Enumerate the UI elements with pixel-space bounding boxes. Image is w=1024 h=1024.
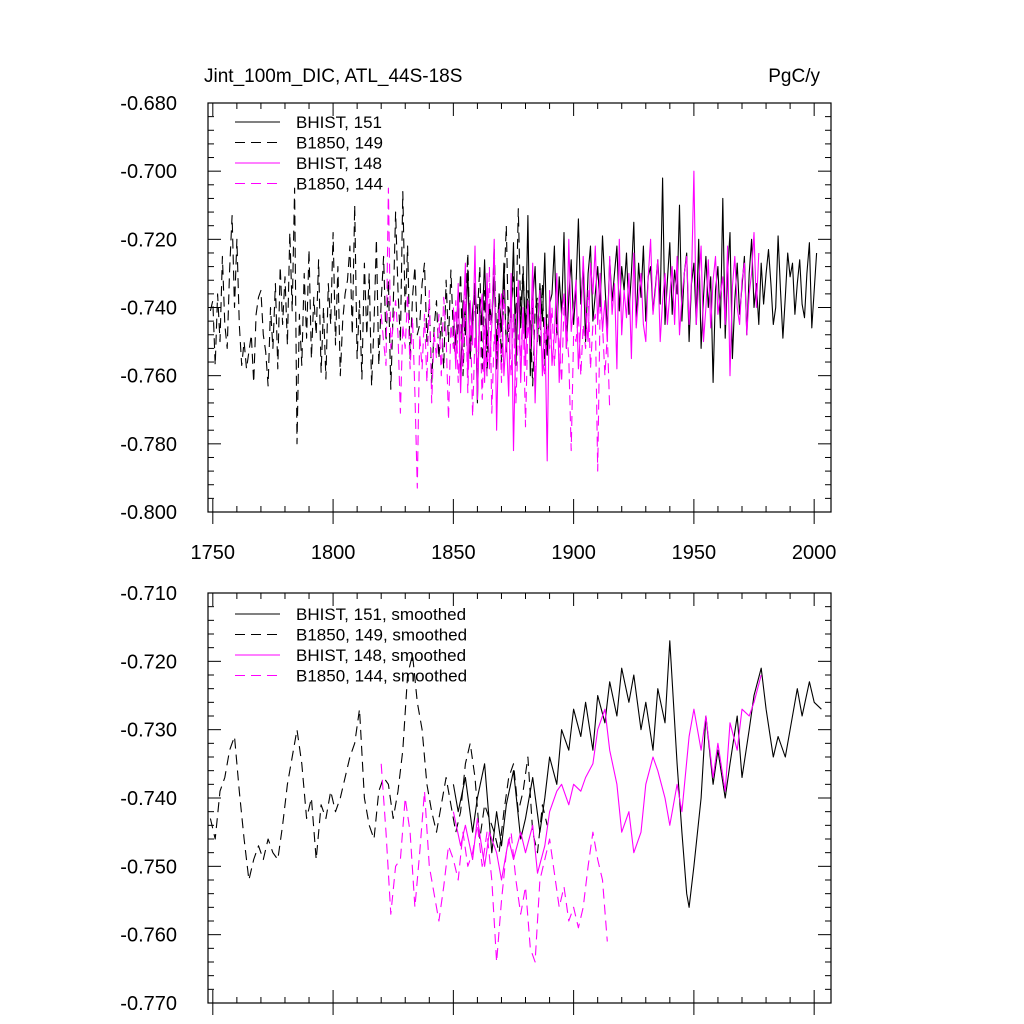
units-label: PgC/y: [768, 66, 820, 87]
y-tick-label: -0.720: [120, 229, 177, 251]
y-tick-label: -0.770: [120, 993, 177, 1015]
x-tick-label: 1950: [672, 542, 717, 564]
legend-label-0: BHIST, 151: [296, 113, 382, 132]
bottom-panel-legend: BHIST, 151, smoothed B1850, 149, smoothed…: [235, 605, 467, 686]
series-line-1: [209, 653, 548, 881]
x-tick-label: 1800: [311, 542, 356, 564]
bottom-panel-frame: [207, 592, 832, 1004]
series-line-3: [380, 763, 608, 963]
legend-label-2: BHIST, 148, smoothed: [296, 646, 466, 665]
y-tick-label: -0.760: [120, 366, 177, 388]
x-tick-label: 1850: [431, 542, 476, 564]
top-panel-ticks: -0.800 -0.780 -0.760 -0.740 -0.720 -0.700 -0.6…: [120, 93, 836, 564]
bottom-panel-ticks: -0.770 -0.760 -0.750 -0.740 -0.730 -0.720 -0.7…: [120, 583, 831, 1015]
y-tick-label: -0.720: [120, 651, 177, 673]
series-line-0: [452, 640, 822, 908]
y-tick-label: -0.740: [120, 298, 177, 320]
legend-label-1: B1850, 149: [296, 134, 383, 153]
top-panel-series: [209, 170, 818, 489]
legend-label-3: B1850, 144, smoothed: [296, 667, 467, 686]
y-tick-label: -0.680: [120, 93, 177, 115]
legend-label-1: B1850, 149, smoothed: [296, 626, 467, 645]
series-line-1: [209, 187, 548, 445]
x-tick-label: 1900: [551, 542, 596, 564]
y-tick-label: -0.710: [120, 583, 177, 605]
x-tick-label: 1750: [191, 542, 236, 564]
legend-label-3: B1850, 144: [296, 175, 383, 194]
y-tick-label: -0.740: [120, 788, 177, 810]
bottom-panel-series: [209, 640, 822, 963]
y-tick-label: -0.730: [120, 720, 177, 742]
series-line-2: [452, 170, 760, 462]
y-tick-label: -0.750: [120, 856, 177, 878]
y-tick-label: -0.780: [120, 434, 177, 456]
y-tick-label: -0.700: [120, 161, 177, 183]
x-tick-label: 2000: [792, 542, 837, 564]
y-tick-label: -0.800: [120, 502, 177, 524]
legend-label-0: BHIST, 151, smoothed: [296, 605, 466, 624]
legend-label-2: BHIST, 148: [296, 154, 382, 173]
top-panel-frame: [207, 102, 832, 513]
y-tick-label: -0.760: [120, 925, 177, 947]
series-line-3: [380, 187, 611, 489]
chart-title: Jint_100m_DIC, ATL_44S-18S: [204, 66, 462, 87]
